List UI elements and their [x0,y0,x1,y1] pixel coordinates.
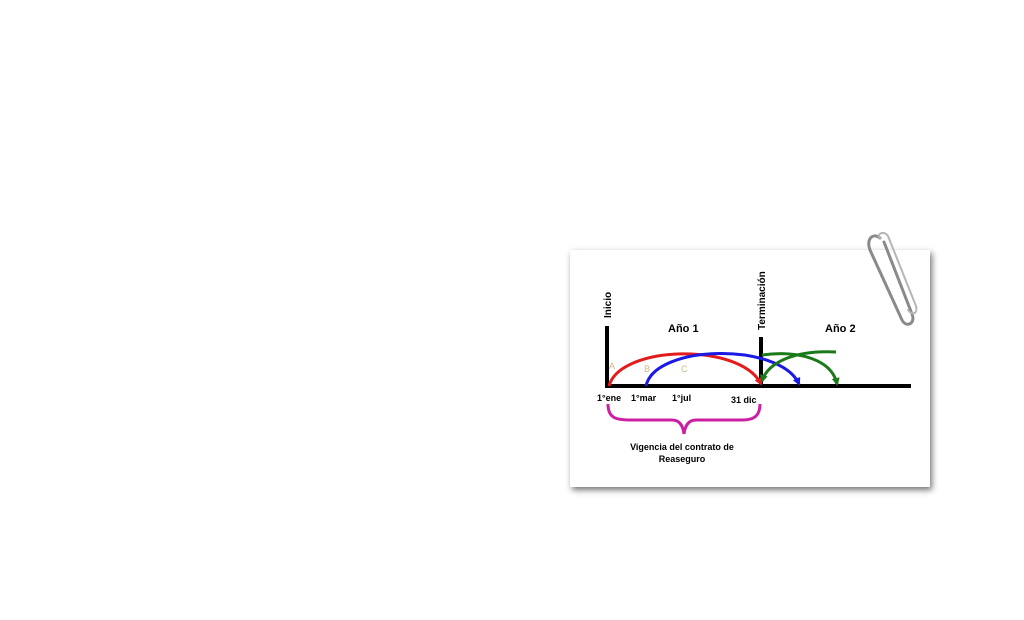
date-jan-label: 1°ene [597,393,621,403]
year1-label: Año 1 [668,323,699,335]
curve-green-right-arc [761,352,840,386]
curve-green-left-arc [760,350,837,383]
curve-b-arc [644,352,801,387]
vigencia-line1: Vigencia del contrato de [630,442,734,452]
paper-card [570,250,930,487]
date-jul-label: 1°jul [672,393,691,403]
vigencia-brace [606,403,762,435]
vigencia-line2: Reaseguro [659,454,706,464]
date-dec-label: 31 dic [731,395,757,405]
curve-a-letter: A [609,361,615,371]
inicio-label: Inicio [603,292,614,318]
paperclip-icon [867,231,918,326]
curve-b-letter: B [644,364,650,374]
year2-label: Año 2 [825,323,856,335]
curve-a-arc [607,352,763,387]
terminacion-label: Terminación [757,271,768,330]
date-mar-label: 1°mar [631,393,657,403]
curve-c-letter: C [681,364,688,374]
